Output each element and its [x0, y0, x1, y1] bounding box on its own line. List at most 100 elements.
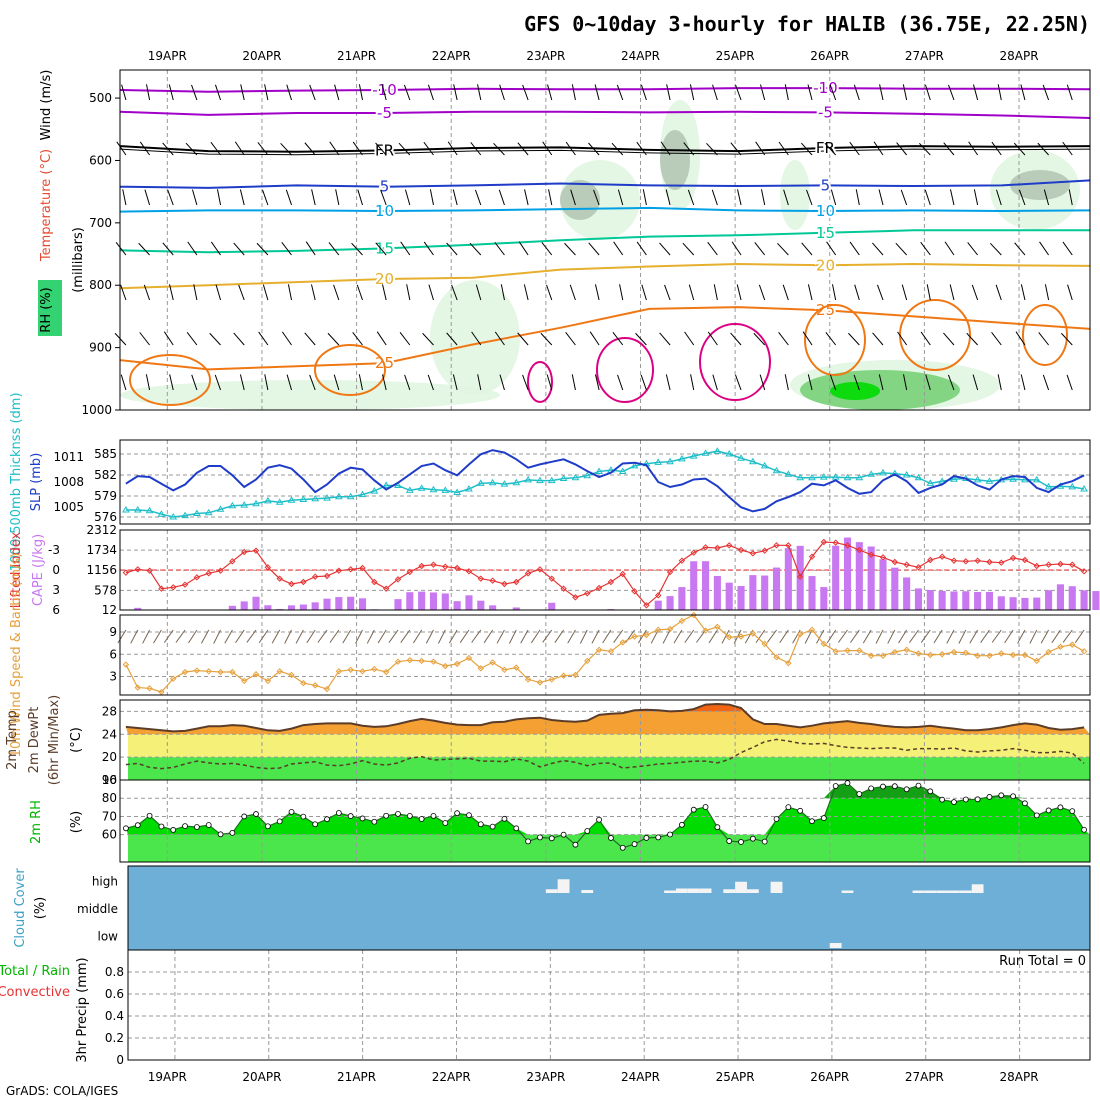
dewpoint-line: [125, 738, 1085, 770]
top-date-label: 19APR: [148, 49, 187, 63]
wind-speed-marker: [264, 677, 272, 685]
precip-tick-label: 0.8: [105, 965, 124, 979]
rh-marker: [347, 813, 354, 819]
lifted-index-marker: [666, 568, 674, 576]
wind-barb: [376, 331, 387, 346]
top-date-label: 22APR: [432, 49, 471, 63]
wind-barb: [665, 374, 671, 391]
rh-marker: [442, 820, 449, 826]
thickness-marker: [1032, 475, 1041, 483]
wind-barb: [493, 142, 505, 156]
lifted-index-marker: [560, 585, 567, 592]
cape-bar: [323, 598, 331, 610]
thickness-marker: [595, 467, 603, 474]
wind-barb: [258, 629, 269, 644]
lifted-index-marker: [430, 561, 437, 568]
cape-bar: [938, 590, 946, 610]
wind-barb: [801, 242, 813, 256]
wind-barb: [829, 374, 837, 391]
cape-bar: [962, 591, 970, 610]
wind-barb: [594, 374, 600, 391]
rh-marker: [773, 816, 780, 822]
wind-barb: [500, 284, 505, 301]
thickness-marker: [157, 510, 166, 517]
rh-marker: [596, 816, 602, 823]
thickness-marker: [618, 467, 627, 474]
wind-barb: [755, 141, 766, 156]
rh-frame: [119, 779, 1091, 863]
wind-barb: [311, 189, 316, 206]
wind-speed-marker: [453, 660, 461, 668]
wind-barb: [413, 629, 423, 644]
wind-barb: [997, 374, 1002, 391]
isotherm-line: [119, 87, 1091, 93]
wind-barb: [382, 374, 387, 391]
wind-barb: [246, 629, 257, 643]
lifted-index-marker: [288, 580, 295, 588]
wind-barb: [902, 84, 908, 101]
lifted-index-marker: [584, 590, 591, 597]
thickness-marker: [204, 508, 213, 516]
wind-speed-marker: [749, 630, 757, 637]
thickness-marker: [666, 457, 674, 465]
bottom-date-label: 24APR: [621, 1070, 660, 1084]
thickness-marker: [334, 492, 343, 500]
lifted-index-marker: [489, 577, 496, 584]
wind-barb: [972, 84, 979, 101]
wind-barb: [967, 242, 979, 256]
lifted-index-marker: [548, 575, 555, 582]
bottom-date-label: 21APR: [337, 1070, 376, 1084]
wind-barb: [690, 374, 695, 391]
wind-barb: [333, 284, 340, 301]
cloud-block: [723, 889, 736, 893]
wind-barb: [659, 332, 671, 346]
thickness-marker: [713, 447, 722, 454]
thickness-frame: [119, 439, 1091, 525]
thickness-marker: [263, 496, 272, 504]
precip-axis-label: 3hr Precip (mm): [75, 957, 90, 1062]
rh-marker: [690, 806, 697, 813]
wind-barb: [829, 84, 837, 101]
li-tick-label: 6: [52, 603, 60, 617]
wind-barb: [121, 84, 127, 101]
wind-barb: [446, 332, 458, 346]
wind-speed-marker: [323, 685, 331, 693]
wind-barb: [565, 332, 576, 346]
top-date-label: 26APR: [810, 49, 849, 63]
wind-barb: [264, 84, 269, 101]
lifted-index-marker: [962, 558, 970, 565]
wind-barb: [477, 374, 482, 391]
wind-barb: [826, 629, 837, 644]
wind-barb: [807, 374, 813, 391]
wind-barb: [452, 374, 458, 391]
cape-bar: [867, 546, 875, 610]
rh-marker: [927, 788, 934, 795]
lifted-index-marker: [181, 581, 189, 588]
wind-speed-marker: [619, 639, 626, 646]
isotherm-line: [119, 148, 1091, 156]
wind-barb: [422, 332, 434, 346]
temp-line: [125, 702, 1085, 733]
wind-barb: [926, 284, 931, 301]
lifted-index-marker: [725, 542, 733, 549]
rh-marker: [123, 825, 129, 832]
wind-barb: [404, 189, 411, 206]
wind-barb: [570, 189, 576, 206]
rh-marker: [749, 835, 756, 842]
top-date-label: 27APR: [905, 49, 944, 63]
lifted-index-marker: [347, 566, 354, 573]
wind-barb: [824, 142, 837, 156]
thickness-marker: [429, 485, 438, 493]
thickness-marker: [843, 473, 852, 481]
rh-marker: [312, 821, 319, 828]
wind-barb: [524, 189, 529, 206]
wind-barb: [163, 629, 174, 643]
lifted-index-marker: [1033, 562, 1040, 570]
cape-bar: [926, 590, 934, 610]
cloud-block: [557, 879, 570, 893]
wind-barb: [210, 241, 221, 256]
isotherm-line: [119, 262, 1091, 290]
wind-barb: [594, 284, 600, 301]
thickness-marker: [524, 475, 532, 483]
thickness-marker: [405, 486, 414, 493]
